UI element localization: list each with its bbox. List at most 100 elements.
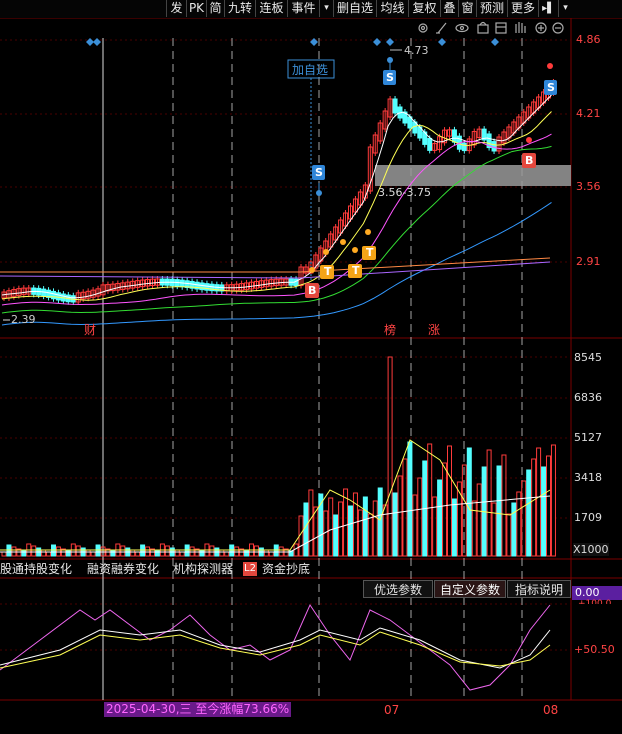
- t-badge-text: T: [366, 246, 374, 259]
- osc-line: [0, 603, 551, 691]
- candle-body: [491, 141, 497, 152]
- volume-bar: [466, 447, 472, 557]
- volume-bar: [476, 483, 482, 557]
- tb-lianban[interactable]: 连板: [255, 0, 287, 17]
- volume-bar: [471, 500, 477, 557]
- ma-line: [0, 257, 551, 273]
- candle-body: [85, 290, 91, 299]
- candle-body: [105, 284, 111, 292]
- volume-bar: [521, 480, 527, 557]
- tb-window[interactable]: 窗: [458, 0, 476, 17]
- tb-shijian-dropdown[interactable]: ▾: [319, 0, 333, 17]
- volume-bar: [382, 504, 388, 557]
- volume-bar: [224, 551, 230, 557]
- tb-overlay[interactable]: 叠: [440, 0, 458, 17]
- candle-body: [471, 131, 477, 146]
- candle-body: [194, 281, 200, 290]
- candle-body: [427, 137, 433, 151]
- t-badge-text: T: [352, 264, 360, 277]
- volume-bar: [447, 445, 452, 557]
- tab-capital-bottom[interactable]: 资金抄底: [262, 562, 311, 576]
- tab-indicator-help[interactable]: 指标说明: [507, 580, 571, 598]
- volume-bar: [461, 464, 467, 557]
- volume-axis-label: 5127: [574, 431, 602, 444]
- candle-body: [16, 288, 22, 297]
- candle-body: [55, 292, 61, 301]
- volume-bar: [130, 549, 136, 557]
- volume-bar: [41, 549, 47, 557]
- month-label-08: 08: [543, 703, 559, 717]
- candle-body: [372, 134, 378, 154]
- tb-more[interactable]: 更多: [507, 0, 538, 17]
- candle-body: [333, 226, 339, 241]
- volume-bar: [110, 550, 116, 557]
- price-axis-label: 4.21: [576, 107, 601, 120]
- osc-axis-label: +50.50: [574, 643, 615, 656]
- volume-axis-label: 1709: [574, 511, 602, 524]
- tab-margin-trading[interactable]: 融资融券变化: [87, 562, 160, 576]
- volume-bar: [427, 443, 433, 557]
- event-marker-limitup[interactable]: 涨: [428, 323, 441, 337]
- volume-bar: [135, 551, 141, 557]
- tb-pk[interactable]: PK: [186, 0, 206, 17]
- tb-ma[interactable]: 均线: [376, 0, 408, 17]
- tab-custom-params[interactable]: 自定义参数: [434, 580, 506, 598]
- volume-bar: [506, 513, 512, 557]
- tb-shijian[interactable]: 事件: [287, 0, 319, 17]
- candle-body: [348, 205, 353, 220]
- candle-body: [367, 146, 373, 192]
- support-zone-label: 3.56-3.75: [378, 186, 431, 199]
- tb-remove-watch[interactable]: 删自选: [333, 0, 376, 17]
- candle-body: [486, 133, 492, 149]
- t-signals: [320, 246, 376, 279]
- volume-bar: [550, 444, 556, 557]
- volume-bar: [526, 469, 532, 557]
- candle-body: [357, 191, 363, 206]
- month-label-07: 07: [384, 703, 400, 717]
- tab-northbound-holdings[interactable]: 股通持股变化: [0, 562, 73, 576]
- candle-body: [338, 219, 344, 234]
- volume-bar: [352, 492, 358, 557]
- tab-l2-badge: L2: [243, 562, 257, 576]
- candle-body: [476, 128, 482, 139]
- tb-play-dropdown[interactable]: ▾: [558, 0, 572, 17]
- tab-institution-detector[interactable]: 机构探测器: [173, 562, 234, 576]
- tb-jiuzhuan[interactable]: 九转: [224, 0, 255, 17]
- ma-line: [1, 133, 552, 306]
- candle-body: [1, 291, 7, 299]
- tb-play[interactable]: ▸▌: [538, 0, 558, 17]
- candle-body: [46, 289, 52, 298]
- volume-bar: [154, 550, 160, 557]
- candle-body: [451, 129, 457, 143]
- volume-bar: [407, 441, 413, 557]
- volume-bar: [75, 545, 81, 557]
- high-price-label: 4.73: [404, 44, 429, 57]
- candle-body: [303, 266, 309, 274]
- volume-bar: [90, 551, 96, 557]
- buy-badge-text: B: [525, 154, 534, 167]
- add-watch-label[interactable]: 加自选: [292, 63, 329, 77]
- volume-bar: [372, 500, 378, 557]
- tb-adjust[interactable]: 复权: [408, 0, 440, 17]
- volume-bar: [31, 545, 37, 557]
- event-marker-list[interactable]: 榜: [384, 323, 397, 337]
- tb-fa[interactable]: 发: [166, 0, 186, 17]
- event-marker-finance[interactable]: 财: [84, 323, 97, 337]
- tb-forecast[interactable]: 预测: [476, 0, 507, 17]
- volume-bar: [456, 481, 462, 557]
- tab-preferred-params[interactable]: 优选参数: [363, 580, 433, 598]
- tb-jian[interactable]: 简: [206, 0, 224, 17]
- volume-bar: [486, 449, 492, 557]
- candle-body: [199, 282, 205, 291]
- volume-bar: [164, 545, 170, 557]
- volume-bar: [303, 502, 309, 557]
- volume-bar: [437, 479, 443, 557]
- volume-bar: [328, 497, 334, 557]
- volume-bar: [402, 458, 408, 557]
- osc-line: [0, 631, 551, 669]
- candle-body: [135, 280, 141, 288]
- volume-bar: [179, 551, 185, 557]
- volume-axis-label: 3418: [574, 471, 602, 484]
- oscillator-lines: [0, 603, 551, 691]
